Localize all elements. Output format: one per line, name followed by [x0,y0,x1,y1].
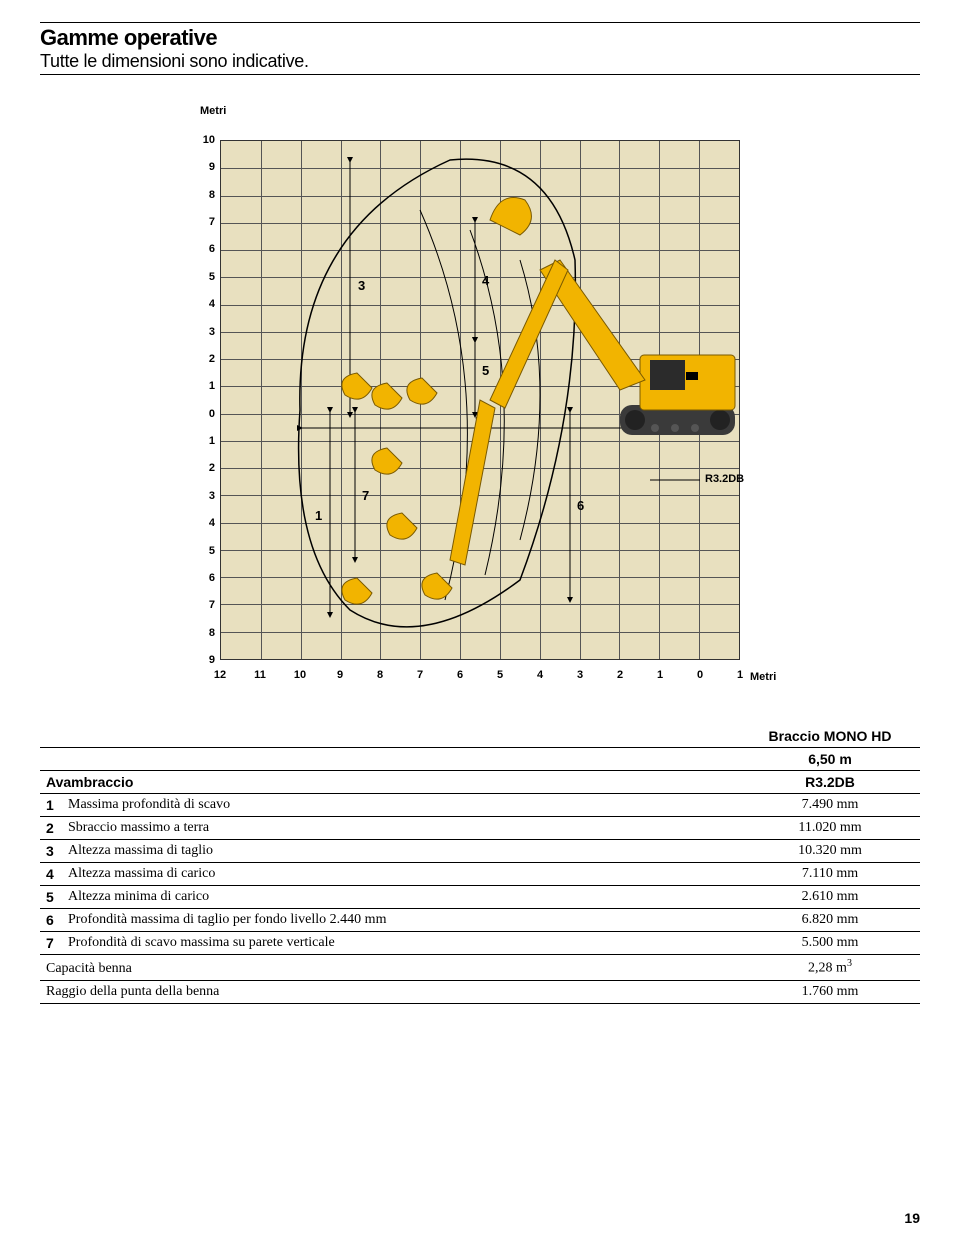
x-axis-label: Metri [750,671,776,683]
variant-label: R3.2DB [705,473,744,485]
dimension-rows: 1Massima profondità di scavo7.490 mm2Sbr… [40,794,920,955]
rule-top [40,22,920,23]
table-row: 4Altezza massima di carico7.110 mm [40,863,920,886]
diagram-canvas: 1 7 2 5 4 3 6 [160,125,800,685]
col-header-row-1: Braccio MONO HD [40,725,920,748]
table-row: 1Massima profondità di scavo7.490 mm [40,794,920,817]
table-row: 6Profondità massima di taglio per fondo … [40,909,920,932]
y-axis-label: Metri [200,105,800,117]
x-axis-ticks: 12111098765432101 [220,665,740,685]
table-row: 2Sbraccio massimo a terra11.020 mm [40,817,920,840]
page-title: Gamme operative [40,25,920,51]
page-subtitle: Tutte le dimensioni sono indicative. [40,51,920,72]
tip-radius-row: Raggio della punta della benna 1.760 mm [40,980,920,1003]
tip-radius-value: 1.760 mm [740,980,920,1003]
header: Gamme operative Tutte le dimensioni sono… [40,22,920,75]
bucket-capacity-value: 2,28 m3 [740,955,920,981]
stick-label: Avambraccio [40,771,740,794]
rule-bottom [40,74,920,75]
stick-value: R3.2DB [740,771,920,794]
stick-row: Avambraccio R3.2DB [40,771,920,794]
tip-radius-label: Raggio della punta della benna [40,980,740,1003]
grid-background [220,140,740,660]
col-header-1: Braccio MONO HD [740,725,920,748]
range-diagram: Metri 1 7 2 5 [160,105,800,685]
col-header-row-2: 6,50 m [40,748,920,771]
col-header-2: 6,50 m [740,748,920,771]
table-row: 5Altezza minima di carico2.610 mm [40,886,920,909]
bucket-capacity-row: Capacità benna 2,28 m3 [40,955,920,981]
page-number: 19 [904,1210,920,1226]
table-row: 3Altezza massima di taglio10.320 mm [40,840,920,863]
table-row: 7Profondità di scavo massima su parete v… [40,932,920,955]
dimensions-table: Braccio MONO HD 6,50 m Avambraccio R3.2D… [40,725,920,1004]
bucket-capacity-label: Capacità benna [40,955,740,981]
y-axis-ticks: 109876543210123456789 [190,140,215,660]
